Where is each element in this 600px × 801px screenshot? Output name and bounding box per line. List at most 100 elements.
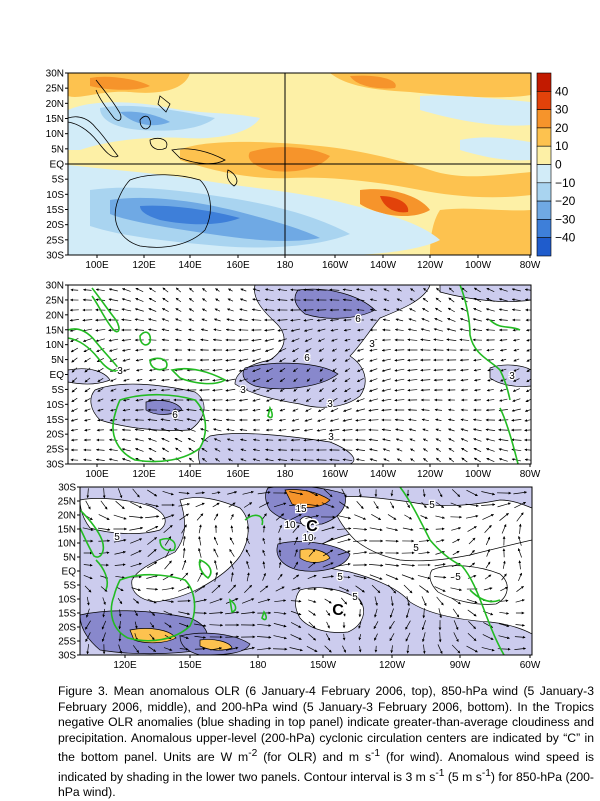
colorbar-label: −40 [555, 231, 576, 245]
lon-tick-label: 80W [520, 469, 541, 480]
lon-tick-label: 100W [465, 469, 492, 480]
lon-tick-label: 140W [370, 469, 397, 480]
lat-tick-label: EQ [62, 567, 77, 578]
contour-label: 3 [369, 339, 375, 350]
lat-tick-label: 15N [46, 325, 64, 336]
lat-tick-label: 20N [58, 511, 76, 522]
lon-tick-label: 160E [226, 260, 250, 271]
colorbar-label: 20 [555, 121, 569, 135]
lat-tick-label: 5N [51, 144, 64, 155]
lat-tick-label: 5N [63, 553, 76, 564]
contour-label: 5 [114, 532, 120, 543]
caption-superscript: -2 [248, 748, 257, 759]
lat-tick-label: 25N [46, 84, 64, 95]
lat-tick-label: 25S [46, 235, 64, 246]
lon-tick-label: 100E [85, 469, 109, 480]
caption-text: (for OLR) and m s [257, 750, 371, 764]
contour-label: 5 [429, 500, 435, 511]
lat-tick-label: 5N [51, 355, 64, 366]
colorbar-swatch [537, 219, 551, 237]
lat-tick-label: 30S [58, 651, 76, 662]
lat-tick-label: 15S [46, 205, 64, 216]
lon-tick-label: 120E [132, 469, 156, 480]
lat-tick-label: 30N [46, 69, 64, 80]
contour-label: 15 [295, 504, 307, 515]
lat-tick-label: 20S [46, 430, 64, 441]
lon-tick-label: 140W [370, 260, 397, 271]
olr-positive-anomaly [430, 209, 531, 255]
lat-tick-label: 30S [46, 460, 64, 471]
colorbar-label: 40 [555, 84, 569, 98]
colorbar-swatch [537, 73, 551, 91]
contour-label: 3 [328, 432, 334, 443]
lat-tick-label: 30S [58, 483, 76, 494]
lon-tick-label: 150E [178, 660, 202, 671]
lon-tick-label: 120E [132, 260, 156, 271]
lat-tick-label: 30N [46, 281, 64, 292]
lat-tick-label: 5S [64, 581, 77, 592]
lat-tick-label: 30S [46, 251, 64, 262]
olr-panel: 30N25N20N15N10N5NEQ5S10S15S20S25S30S100E… [46, 69, 541, 272]
contour-label: 6 [304, 353, 310, 364]
lat-tick-label: 10N [58, 539, 76, 550]
colorbar-label: 10 [555, 139, 569, 153]
lat-tick-label: 25N [46, 295, 64, 306]
cyclonic-center-marker: C [306, 518, 318, 535]
lon-tick-label: 140E [178, 260, 202, 271]
lat-tick-label: 25N [58, 497, 76, 508]
lon-tick-label: 100W [465, 260, 492, 271]
contour-label: 10 [284, 520, 296, 531]
lat-tick-label: 20S [46, 220, 64, 231]
colorbar-swatch [537, 201, 551, 219]
lat-tick-label: 15S [46, 415, 64, 426]
lat-tick-label: 20S [58, 623, 76, 634]
lon-tick-label: 150W [310, 660, 337, 671]
contour-label: 6 [355, 314, 361, 325]
colorbar-swatch [537, 146, 551, 164]
lat-tick-label: 10N [46, 129, 64, 140]
contour-label: 5 [337, 572, 343, 583]
colorbar-label: −30 [555, 212, 576, 226]
lat-tick-label: 20N [46, 310, 64, 321]
lon-tick-label: 120W [417, 260, 444, 271]
colorbar-label: 0 [555, 158, 562, 172]
lat-tick-label: 10S [46, 190, 64, 201]
colorbar-label: 30 [555, 103, 569, 117]
caption-superscript: -1 [371, 748, 380, 759]
contour-label: 5 [413, 543, 419, 554]
lat-tick-label: 25S [58, 637, 76, 648]
lon-tick-label: 140E [178, 469, 202, 480]
caption-superscript: -1 [482, 768, 491, 779]
lat-tick-label: 10N [46, 340, 64, 351]
lon-tick-label: 180 [250, 660, 267, 671]
contour-label: 5 [352, 592, 358, 603]
lon-tick-label: 120W [379, 660, 406, 671]
colorbar-swatch [537, 165, 551, 183]
lon-tick-label: 100E [85, 260, 109, 271]
lat-tick-label: 25S [46, 445, 64, 456]
lat-tick-label: 5S [52, 175, 65, 186]
lat-tick-label: 20N [46, 99, 64, 110]
lon-tick-label: 160W [322, 469, 349, 480]
contour-label: 5 [455, 572, 461, 583]
lon-tick-label: 160E [226, 469, 250, 480]
lon-tick-label: 180 [277, 260, 294, 271]
lat-tick-label: 5S [52, 385, 65, 396]
contour-label: 3 [117, 366, 123, 377]
caption-text: (5 m s [444, 770, 481, 784]
colorbar-swatch [537, 110, 551, 128]
lat-tick-label: 10S [58, 595, 76, 606]
colorbar-label: −10 [555, 176, 576, 190]
figure-caption: Figure 3. Mean anomalous OLR (6 January-… [58, 684, 594, 801]
colorbar-label: −20 [555, 194, 576, 208]
lon-tick-label: 80W [520, 260, 541, 271]
lon-tick-label: 120E [113, 660, 137, 671]
lon-tick-label: 160W [322, 260, 349, 271]
contour-label: 3 [509, 371, 515, 382]
lat-tick-label: 10S [46, 400, 64, 411]
lon-tick-label: 90W [450, 660, 471, 671]
cyclonic-center-marker: C [332, 602, 344, 619]
